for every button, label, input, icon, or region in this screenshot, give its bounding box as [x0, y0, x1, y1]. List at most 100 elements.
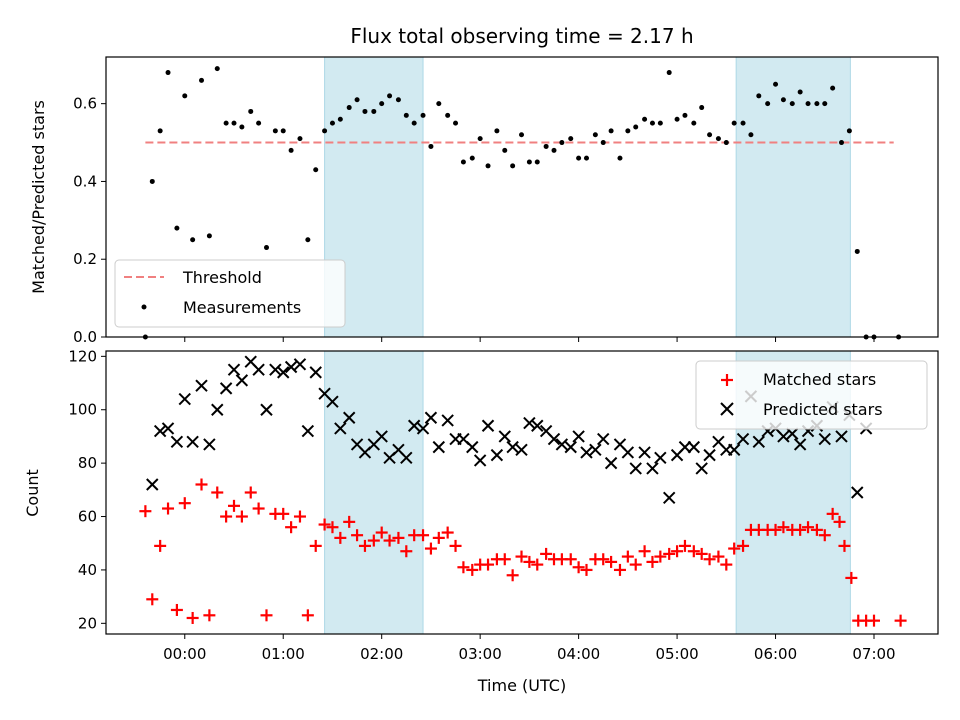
measurement-point	[297, 136, 303, 142]
measurement-point	[322, 128, 328, 134]
measurement-point	[477, 136, 483, 142]
matched-star-point	[293, 510, 306, 523]
matched-star-point	[810, 523, 823, 536]
matched-star-point	[564, 553, 577, 566]
predicted-star-point	[654, 451, 667, 464]
matched-star-point	[597, 553, 610, 566]
predicted-star-point	[186, 435, 199, 448]
measurement-point	[839, 140, 845, 146]
measurement-point	[190, 237, 196, 243]
matched-star-point	[728, 542, 741, 555]
matched-star-point	[334, 531, 347, 544]
matched-star-point	[309, 539, 322, 552]
predicted-star-point	[752, 435, 766, 448]
predicted-star-point	[309, 366, 322, 379]
matched-star-point	[162, 502, 175, 515]
measurement-point	[256, 120, 262, 126]
measurement-point	[780, 97, 786, 103]
measurement-point	[182, 93, 188, 99]
predicted-star-point	[572, 430, 585, 443]
matched-star-point	[235, 510, 248, 523]
predicted-star-point	[466, 440, 479, 454]
measurement-point	[731, 120, 737, 126]
predicted-star-point	[195, 379, 208, 392]
predicted-star-point	[818, 432, 831, 446]
measurement-point	[543, 143, 549, 149]
y-tick-label: 0.4	[73, 172, 97, 190]
measurement-point	[583, 155, 589, 161]
measurement-point	[822, 101, 828, 107]
x-tick-label: 01:00	[262, 645, 305, 663]
measurement-point	[625, 128, 631, 134]
matched-star-point	[432, 531, 445, 544]
matched-star-point	[629, 558, 642, 571]
predicted-star-point	[646, 462, 659, 475]
matched-star-point	[703, 553, 716, 566]
predicted-star-point	[531, 419, 544, 432]
matched-star-point	[818, 529, 831, 542]
bottom-x-ticks: 00:00 01:00 02:00 03:00 04:00 05:00 06:00 07:00	[163, 634, 896, 663]
measurement-point	[674, 116, 680, 122]
matched-star-point	[498, 553, 511, 566]
predicted-star-point	[326, 395, 339, 408]
predicted-star-point	[424, 411, 438, 424]
x-tick-label: 02:00	[360, 645, 403, 663]
measurement-point	[682, 112, 688, 118]
measurement-point	[576, 155, 582, 161]
bottom-panel: 20 40 60 80 100 120 00:00 01:00 02:00 03:00 04:00…	[23, 347, 939, 695]
predicted-star-point	[506, 440, 519, 454]
matched-star-point	[838, 539, 851, 552]
measurement-point	[534, 159, 540, 165]
matched-star-point	[178, 497, 191, 510]
measurement-point	[568, 136, 574, 142]
measurement-point	[494, 128, 500, 134]
predicted-star-point	[260, 403, 273, 416]
measurement-point	[280, 128, 286, 134]
predicted-star-point	[269, 363, 282, 376]
measurement-point	[206, 233, 212, 239]
matched-star-point	[343, 515, 356, 528]
measurement-point	[346, 105, 352, 111]
measurement-point	[165, 70, 171, 76]
y-tick-label: 40	[78, 561, 97, 579]
measurement-point	[469, 155, 475, 161]
predicted-star-point	[342, 411, 356, 424]
predicted-star-point	[284, 360, 298, 374]
predicted-star-point	[432, 440, 446, 454]
measurement-point	[403, 112, 409, 118]
predicted-star-point	[211, 403, 224, 416]
top-legend: Threshold Measurements	[114, 259, 346, 328]
measurement-point	[526, 159, 532, 165]
measurement-point	[329, 120, 335, 126]
measurement-point	[723, 140, 729, 146]
matched-star-point	[663, 547, 676, 560]
matched-star-point	[737, 539, 750, 552]
x-tick-label: 04:00	[557, 645, 600, 663]
legend-matched-label: Matched stars	[763, 370, 876, 389]
predicted-star-point	[604, 456, 618, 470]
x-tick-label: 05:00	[655, 645, 698, 663]
measurement-point	[699, 105, 705, 111]
predicted-star-point	[786, 427, 799, 440]
matched-star-point	[351, 529, 364, 542]
measurement-point	[519, 132, 525, 138]
matched-star-point	[186, 611, 199, 624]
predicted-star-point	[301, 424, 315, 438]
x-tick-label: 03:00	[459, 645, 502, 663]
measurement-point	[502, 147, 508, 153]
predicted-star-point	[851, 486, 864, 499]
bottom-legend: Matched stars Predicted stars	[695, 360, 928, 430]
measurement-point	[445, 112, 451, 118]
matched-star-point	[826, 507, 839, 520]
predicted-star-point	[170, 435, 184, 448]
measurement-point	[592, 132, 598, 138]
measurement-point	[288, 147, 294, 153]
measurement-point	[436, 101, 442, 107]
matched-star-point	[367, 534, 380, 547]
measurement-point	[756, 93, 762, 99]
bottom-legend-box	[695, 360, 928, 430]
matched-star-point	[572, 561, 585, 574]
matched-star-point	[154, 539, 167, 552]
predicted-star-point	[334, 422, 347, 435]
matched-star-point	[358, 539, 371, 552]
